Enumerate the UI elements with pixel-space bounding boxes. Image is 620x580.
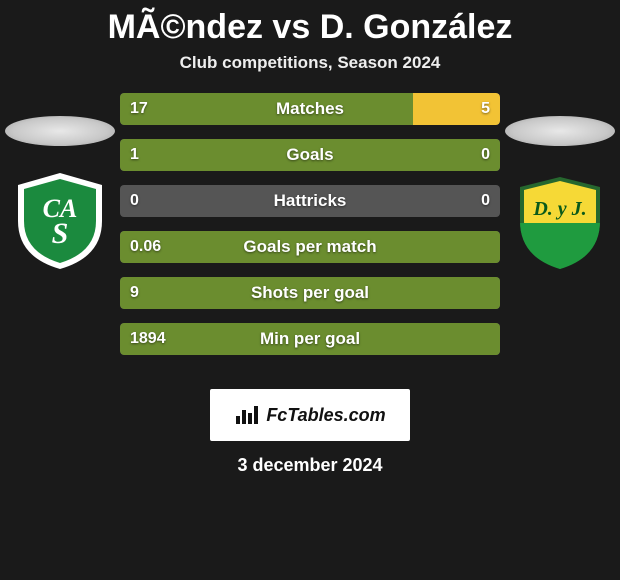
stat-value-right: 5 — [481, 93, 490, 125]
stat-row-goals-per-match: 0.06 Goals per match — [120, 231, 500, 263]
stat-value-left: 1 — [130, 139, 139, 171]
stat-value-right: 0 — [481, 139, 490, 171]
comparison-area: CA S D. y J. — [0, 101, 620, 381]
avatar-shadow-right — [505, 116, 615, 146]
stat-label: Min per goal — [120, 323, 500, 355]
avatar-shadow-left — [5, 116, 115, 146]
stat-value-right: 0 — [481, 185, 490, 217]
subtitle: Club competitions, Season 2024 — [0, 53, 620, 73]
branding-box[interactable]: FcTables.com — [210, 389, 410, 441]
left-player-column: CA S — [0, 101, 120, 381]
stats-column: 17 Matches 5 1 Goals 0 0 Hattricks 0 0.0… — [120, 93, 500, 369]
date-line: 3 december 2024 — [0, 455, 620, 476]
stat-label: Shots per goal — [120, 277, 500, 309]
stat-value-left: 1894 — [130, 323, 166, 355]
branding-text: FcTables.com — [266, 405, 385, 426]
stat-label: Hattricks — [120, 185, 500, 217]
svg-text:S: S — [52, 217, 69, 250]
stat-row-goals: 1 Goals 0 — [120, 139, 500, 171]
defensa-crest-icon: D. y J. — [510, 173, 610, 273]
stat-value-left: 0 — [130, 185, 139, 217]
stat-label: Goals per match — [120, 231, 500, 263]
page-title: MÃ©ndez vs D. González — [0, 0, 620, 47]
stat-value-left: 0.06 — [130, 231, 161, 263]
stat-row-shots-per-goal: 9 Shots per goal — [120, 277, 500, 309]
stat-row-matches: 17 Matches 5 — [120, 93, 500, 125]
stat-value-left: 9 — [130, 277, 139, 309]
right-player-column: D. y J. — [500, 101, 620, 381]
stat-row-min-per-goal: 1894 Min per goal — [120, 323, 500, 355]
stat-label: Matches — [120, 93, 500, 125]
stat-row-hattricks: 0 Hattricks 0 — [120, 185, 500, 217]
stat-label: Goals — [120, 139, 500, 171]
svg-text:D. y J.: D. y J. — [532, 198, 586, 220]
sarmiento-crest-icon: CA S — [10, 171, 110, 271]
stat-value-left: 17 — [130, 93, 148, 125]
chart-icon — [234, 404, 260, 426]
